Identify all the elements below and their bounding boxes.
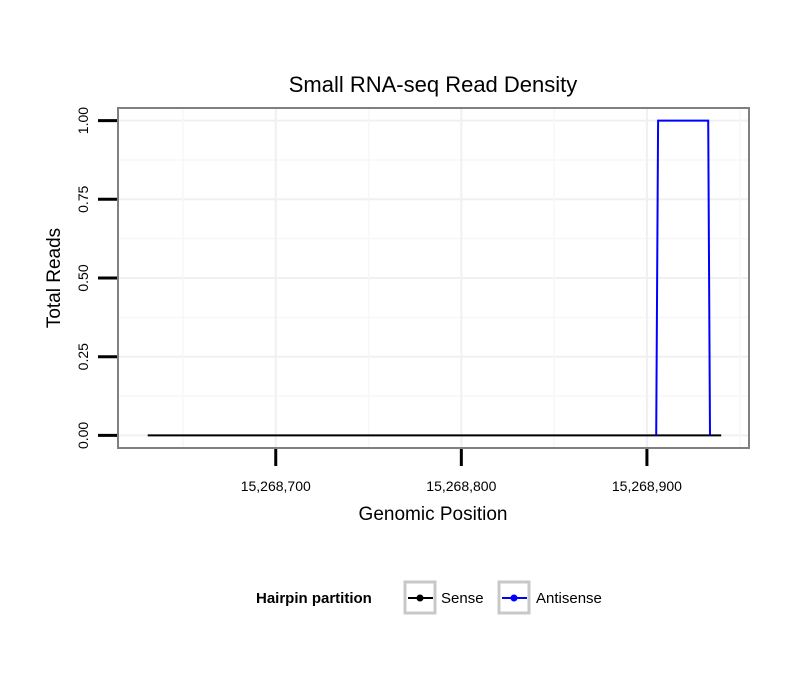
legend-key-point xyxy=(510,594,518,602)
chart-title: Small RNA-seq Read Density xyxy=(289,72,578,97)
legend: Hairpin partition Sense Antisense xyxy=(256,580,602,615)
series-line-antisense xyxy=(655,119,711,436)
y-tick-label: 0.75 xyxy=(75,185,91,212)
x-axis: 15,268,700 15,268,800 15,268,900 xyxy=(241,449,682,494)
grid-lines xyxy=(118,108,749,448)
legend-item-sense: Sense xyxy=(403,580,484,615)
y-tick-label: 0.00 xyxy=(75,422,91,449)
y-axis: 0.00 0.25 0.50 0.75 1.00 xyxy=(75,107,117,449)
plot-frame xyxy=(117,107,750,449)
y-axis-title: Total Reads xyxy=(44,228,65,328)
x-axis-title: Genomic Position xyxy=(359,504,508,525)
y-tick-label: 0.50 xyxy=(75,264,91,291)
x-tick-label: 15,268,900 xyxy=(612,478,682,494)
legend-label-sense: Sense xyxy=(441,590,484,607)
legend-item-antisense: Antisense xyxy=(497,580,602,615)
legend-key-point xyxy=(416,594,424,602)
legend-label-antisense: Antisense xyxy=(536,590,602,607)
legend-title: Hairpin partition xyxy=(256,590,372,607)
x-tick-label: 15,268,800 xyxy=(426,478,496,494)
y-tick-label: 0.25 xyxy=(75,343,91,370)
data-series xyxy=(147,119,722,437)
x-tick-label: 15,268,700 xyxy=(241,478,311,494)
y-tick-label: 1.00 xyxy=(75,107,91,134)
